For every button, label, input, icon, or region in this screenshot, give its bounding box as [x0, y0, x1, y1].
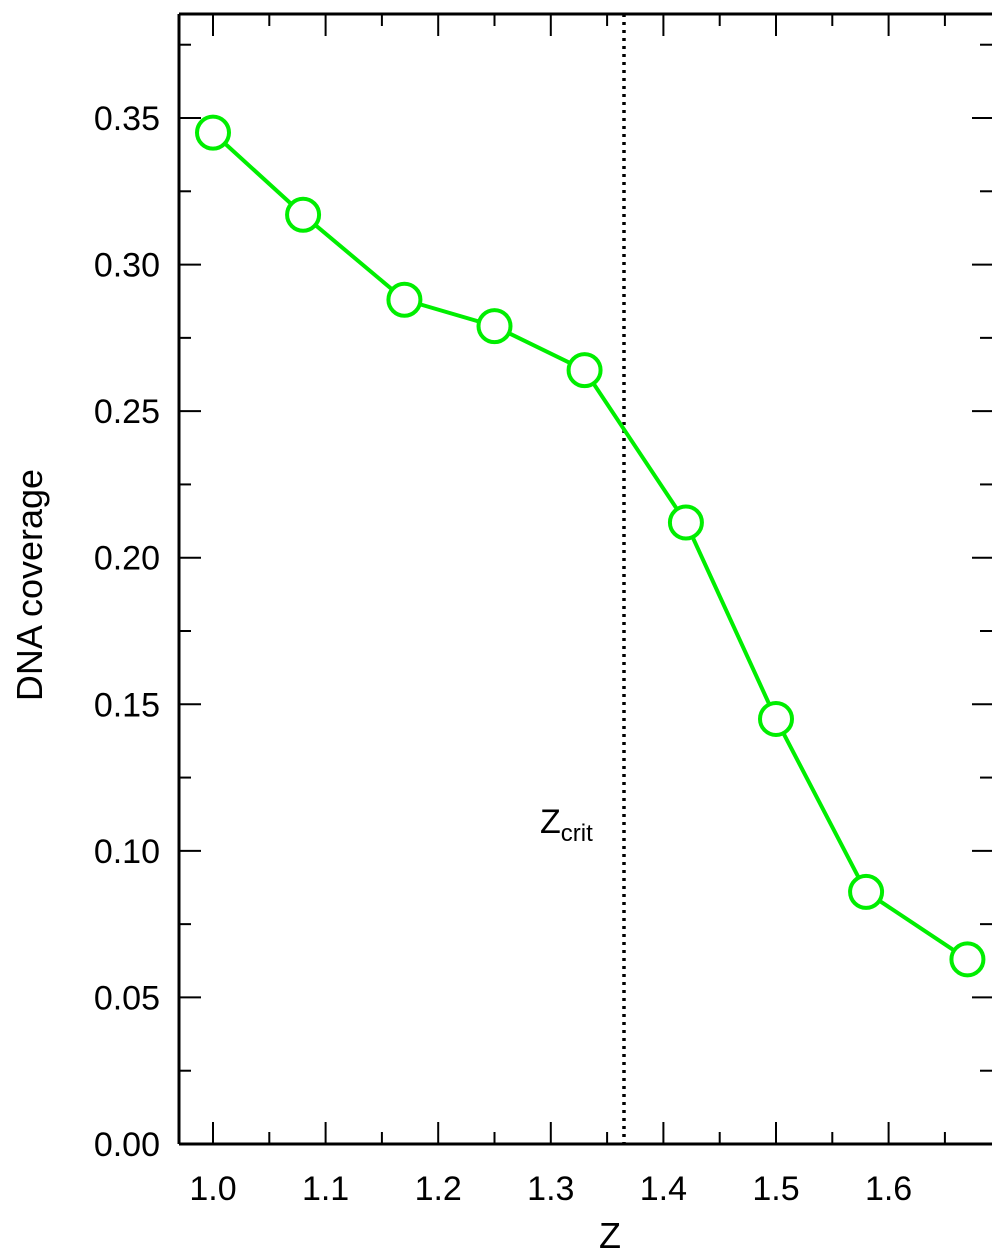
data-point — [758, 700, 794, 737]
y-tick-label: 0.35 — [94, 100, 160, 138]
x-tick-label: 1.3 — [527, 1170, 574, 1208]
y-tick-label: 0.00 — [94, 1126, 160, 1164]
x-tick-label: 1.2 — [415, 1170, 462, 1208]
data-point — [285, 196, 322, 233]
series-group — [195, 114, 986, 978]
zcrit-label-sub: crit — [561, 820, 593, 847]
y-tick-label: 0.05 — [94, 979, 160, 1017]
zcrit-label: Zcrit — [540, 803, 593, 847]
y-tick-label: 0.30 — [94, 247, 160, 285]
y-tick-label: 0.25 — [94, 393, 160, 431]
data-point — [476, 308, 513, 345]
data-point — [667, 504, 704, 541]
x-tick-label: 1.0 — [189, 1170, 236, 1208]
data-point — [195, 114, 231, 151]
tick-labels: 1.0 1.1 1.2 1.3 1.4 1.5 1.6 0.00 0.05 0.10 0.15 0.2… — [94, 100, 912, 1208]
data-point — [949, 941, 986, 978]
data-point — [386, 281, 423, 318]
x-tick-label: 1.5 — [752, 1170, 799, 1208]
x-tick-label: 1.4 — [640, 1170, 687, 1208]
y-axis-title: DNA coverage — [9, 469, 50, 701]
x-axis-title: Z — [599, 1215, 621, 1252]
zcrit-label-main: Z — [540, 803, 561, 841]
y-tick-label: 0.15 — [94, 686, 160, 724]
axis-ticks — [179, 14, 992, 1145]
y-tick-label: 0.20 — [94, 540, 160, 578]
x-tick-label: 1.6 — [865, 1170, 912, 1208]
x-tick-label: 1.1 — [302, 1170, 349, 1208]
plot-frame — [177, 12, 992, 1146]
data-point — [566, 352, 603, 389]
data-point — [848, 873, 885, 910]
y-tick-label: 0.10 — [94, 833, 160, 871]
